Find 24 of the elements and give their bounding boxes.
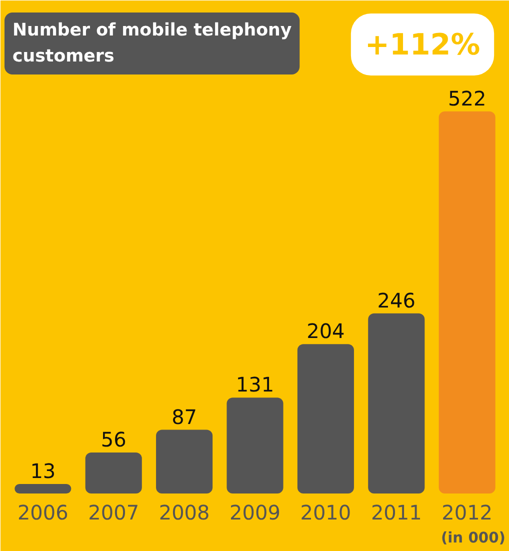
bar <box>438 111 496 494</box>
bar <box>368 313 425 494</box>
x-tick-label: 2009 <box>230 500 280 524</box>
chart-title: Number of mobile telephony customers <box>12 20 292 66</box>
bar <box>85 452 142 494</box>
x-tick-label: 2007 <box>88 500 140 524</box>
data-label: 87 <box>172 404 198 429</box>
text: +112% <box>364 28 480 62</box>
bar <box>226 398 284 494</box>
data-label: 131 <box>236 372 274 397</box>
data-label: 13 <box>30 458 56 483</box>
data-label: 56 <box>100 428 126 452</box>
bar <box>156 430 213 494</box>
x-tick-label: 2011 <box>370 500 422 524</box>
bar <box>14 484 72 494</box>
x-tick-label: 2008 <box>158 500 210 524</box>
data-label: 204 <box>306 319 345 344</box>
data-label: 522 <box>448 86 486 110</box>
data-label: 246 <box>377 288 416 312</box>
x-tick-label: 2006 <box>17 500 68 524</box>
x-tick-label: 2010 <box>300 500 352 524</box>
text: (in 000) <box>440 530 506 546</box>
bar <box>297 344 354 494</box>
x-tick-label: 2012 <box>442 500 493 524</box>
